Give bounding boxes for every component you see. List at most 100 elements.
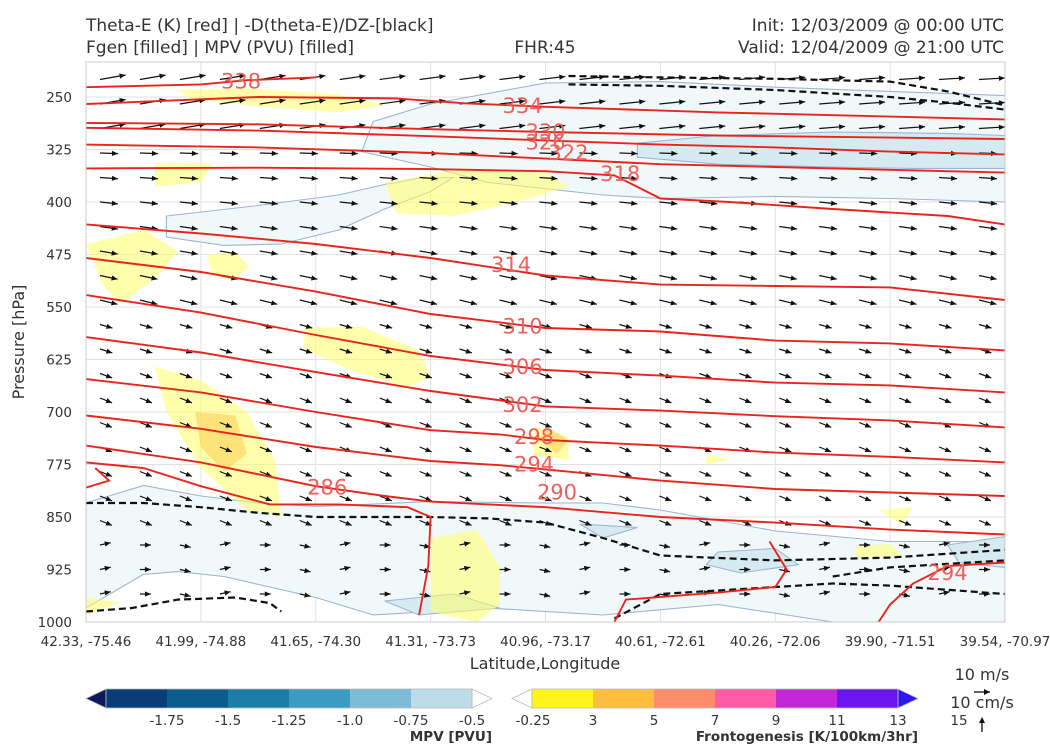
wind-arrow-181 bbox=[899, 250, 917, 256]
theta-e-line-310-7 bbox=[86, 257, 1005, 352]
wind-arrow-98 bbox=[339, 175, 358, 181]
wind-arrow-426 bbox=[579, 519, 592, 526]
wind-arrow-348 bbox=[219, 446, 233, 453]
wind-arrow-313 bbox=[659, 397, 672, 404]
wind-arrow-447 bbox=[499, 542, 511, 548]
wind-arrow-176 bbox=[699, 250, 718, 256]
wind-arrow-165 bbox=[259, 250, 278, 256]
wind-arrow-413 bbox=[978, 495, 992, 502]
wind-arrow-336 bbox=[659, 421, 672, 428]
wind-arrow-215 bbox=[419, 299, 438, 306]
wind-arrow-204 bbox=[898, 274, 917, 281]
wind-arrow-150 bbox=[579, 225, 598, 231]
wind-arrow-114 bbox=[978, 175, 998, 181]
wind-arrow-246 bbox=[739, 323, 752, 329]
wind-arrow-29 bbox=[339, 98, 366, 105]
fgen-colorbar-tick-4: 11 bbox=[828, 713, 845, 729]
wind-arrow-62 bbox=[739, 124, 766, 130]
wind-arrow-253 bbox=[99, 348, 113, 354]
theta-e-label-9: 302 bbox=[502, 393, 542, 417]
wind-arrow-281 bbox=[299, 372, 313, 379]
wind-arrow-26 bbox=[219, 98, 246, 105]
wind-arrow-183 bbox=[978, 250, 997, 256]
mpv-colorbar-arrow-right bbox=[471, 688, 493, 709]
wind-arrow-409 bbox=[818, 495, 832, 502]
y-tick-6: 700 bbox=[46, 405, 72, 421]
wind-arrow-387 bbox=[858, 470, 872, 477]
wind-arrow-228 bbox=[938, 299, 957, 306]
wind-arrow-214 bbox=[379, 299, 398, 306]
wind-arrow-333 bbox=[539, 421, 552, 428]
fgen-area-1 bbox=[86, 230, 178, 304]
wind-arrow-175 bbox=[659, 250, 678, 256]
wind-arrow-438 bbox=[139, 542, 151, 548]
wind-arrow-393 bbox=[179, 495, 193, 502]
wind-arrow-34 bbox=[539, 99, 566, 105]
wind-arrow-10 bbox=[499, 74, 526, 81]
wind-arrow-473 bbox=[619, 566, 631, 573]
wind-arrow-471 bbox=[539, 567, 551, 574]
wind-arrow-103 bbox=[539, 175, 558, 181]
y-axis-label: Pressure [hPa] bbox=[9, 285, 28, 400]
wind-arrow-218 bbox=[539, 299, 558, 306]
wind-arrow-153 bbox=[699, 225, 718, 231]
theta-e-label-3: 326 bbox=[525, 131, 565, 155]
theta-e-line-extra-1 bbox=[613, 541, 788, 622]
wind-arrow-140 bbox=[179, 225, 198, 231]
wind-arrow-470 bbox=[499, 566, 511, 573]
dthetae-dz-line-3 bbox=[86, 596, 282, 613]
wind-arrow-421 bbox=[379, 519, 392, 526]
wind-arrow-286 bbox=[499, 372, 512, 379]
wind-arrow-495 bbox=[579, 590, 591, 596]
wind-arrow-401 bbox=[499, 495, 512, 502]
wind-arrow-267 bbox=[659, 348, 672, 354]
wind-arrow-293 bbox=[779, 372, 792, 379]
wind-arrow-428 bbox=[659, 519, 672, 526]
wind-arrow-237 bbox=[379, 323, 393, 329]
wind-arrow-341 bbox=[858, 421, 872, 428]
wind-arrow-300 bbox=[139, 397, 153, 404]
wind-arrow-382 bbox=[659, 470, 672, 477]
wind-arrow-54 bbox=[419, 123, 446, 130]
mpv-colorbar-swatch-5 bbox=[411, 689, 473, 708]
wind-arrow-60 bbox=[659, 123, 686, 130]
wind-arrow-321 bbox=[978, 397, 992, 404]
wind-arrow-452 bbox=[699, 541, 711, 547]
wind-arrow-427 bbox=[619, 519, 632, 526]
wind-arrow-178 bbox=[779, 250, 798, 256]
wind-arrow-404 bbox=[619, 495, 632, 502]
fgen-colorbar-swatch-0 bbox=[532, 689, 594, 708]
wind-arrow-276 bbox=[99, 372, 113, 379]
plot-frame bbox=[85, 61, 1006, 623]
wind-arrow-373 bbox=[299, 470, 313, 477]
wind-arrow-357 bbox=[579, 446, 592, 453]
wind-arrow-444 bbox=[379, 542, 391, 548]
fgen-strong-area-0 bbox=[195, 412, 247, 472]
wind-arrow-492 bbox=[459, 590, 471, 596]
wind-arrow-74 bbox=[299, 150, 318, 157]
wind-arrow-236 bbox=[339, 323, 353, 329]
wind-arrow-338 bbox=[739, 421, 752, 428]
theta-e-line-322-4 bbox=[86, 143, 1005, 174]
theta-e-line-294-14 bbox=[877, 561, 1005, 622]
mpv-colorbar-tick-5: -0.5 bbox=[459, 713, 485, 729]
x-tick-4: 40.96, -73.17 bbox=[500, 634, 591, 650]
wind-arrow-88 bbox=[859, 150, 878, 157]
wind-arrow-480 bbox=[898, 567, 910, 574]
wind-arrow-11 bbox=[539, 74, 566, 81]
y-tick-4: 550 bbox=[46, 300, 72, 316]
theta-e-line-334-1 bbox=[86, 96, 1005, 121]
wind-arrow-287 bbox=[539, 372, 552, 379]
wind-arrow-466 bbox=[339, 565, 351, 572]
wind-arrow-291 bbox=[699, 372, 712, 379]
wind-arrow-154 bbox=[739, 225, 758, 231]
wind-arrow-292 bbox=[739, 372, 752, 379]
wind-arrow-310 bbox=[539, 397, 552, 404]
theta-e-label-10: 298 bbox=[514, 425, 554, 449]
wind-arrow-369 bbox=[139, 470, 153, 477]
wind-arrow-247 bbox=[779, 323, 792, 329]
mpv-colorbar-tick-4: -0.75 bbox=[394, 713, 429, 729]
wind-arrow-277 bbox=[139, 372, 153, 379]
wind-arrow-472 bbox=[579, 565, 591, 572]
theta-e-label-14: 294 bbox=[928, 561, 968, 585]
